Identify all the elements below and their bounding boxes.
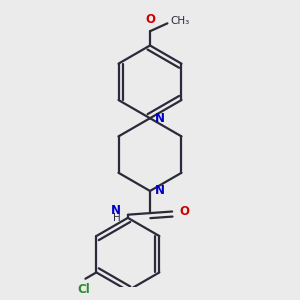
Text: Cl: Cl xyxy=(77,284,90,296)
Text: H: H xyxy=(113,213,121,223)
Text: O: O xyxy=(145,13,155,26)
Text: N: N xyxy=(155,112,165,125)
Text: N: N xyxy=(111,204,121,218)
Text: CH₃: CH₃ xyxy=(171,16,190,26)
Text: N: N xyxy=(155,184,165,197)
Text: O: O xyxy=(179,205,189,218)
